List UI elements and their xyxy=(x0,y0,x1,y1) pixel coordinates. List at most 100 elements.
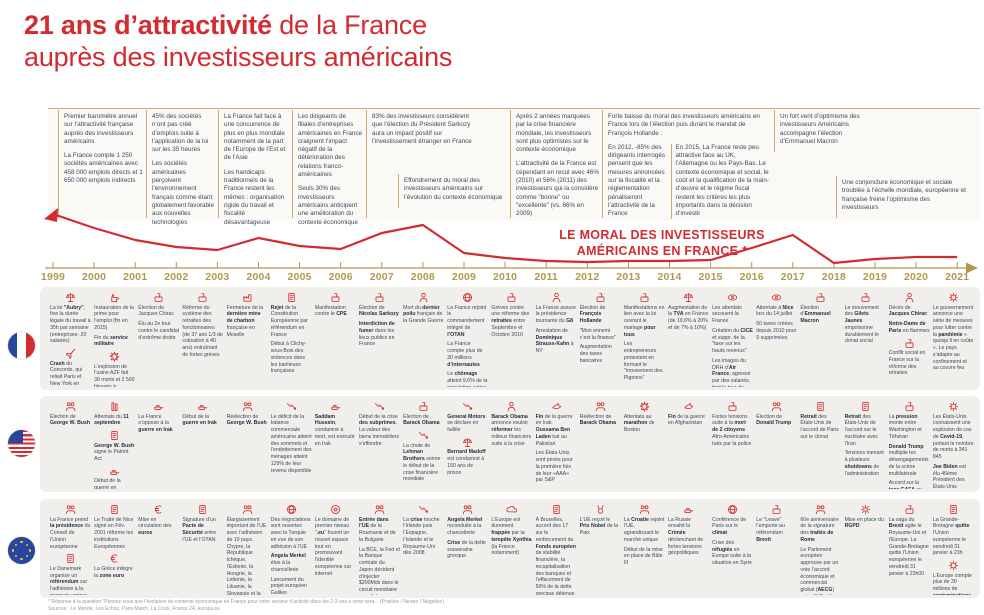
event-row2-col12: Fin de la guerre en Irak. Oussama Ben La… xyxy=(536,401,577,489)
event-item: Élection de Barack Obama xyxy=(403,401,444,427)
event-row1-col2: Instauration de la prime pour l’emploi (… xyxy=(94,292,135,387)
event-text: Manifestations en lien avec la loi ouvra… xyxy=(623,304,665,338)
annotation-a3: La France fait face à une concurrence de… xyxy=(218,110,292,226)
event-item: Conflit social en France sur la réforme … xyxy=(889,338,930,378)
people-icon xyxy=(639,505,650,515)
event-item: Les attentats secouent la France xyxy=(712,292,753,325)
event-row1-col17: Attentats à Nice lors du 14 juillet 50 ta… xyxy=(756,292,797,387)
event-item: Élection de George W. Bush xyxy=(50,401,91,427)
event-text: La Grande-Bretagne quitte l’Union europé… xyxy=(932,516,970,557)
explosion-icon xyxy=(639,401,650,412)
annotation-a6: Effondrement du moral des investisseurs … xyxy=(398,174,506,208)
annotation-paragraph: La France compte 1 250 sociétés américai… xyxy=(64,152,143,185)
event-text: Augmentation des taxes bancaires xyxy=(579,344,612,364)
event-item: Réélection de Barack Obama xyxy=(580,401,621,427)
event-item: Augmentation des taxes bancaires xyxy=(580,344,621,364)
event-text: La France s’oppose à la guerre en Irak xyxy=(138,413,173,434)
chart-icon xyxy=(419,431,429,439)
event-row3-col2: Le Traité de Nice signé en Fév. 2001 réf… xyxy=(94,504,135,595)
event-row3-col6: Des négociations sont ouvertes avec la T… xyxy=(271,504,312,595)
event-item: Le Traité de Nice signé en Fév. 2001 réf… xyxy=(94,504,135,550)
event-item: Crise de la dette souveraine grecque xyxy=(447,540,488,560)
event-row3-col14: La Croatie rejoint l’UE, agrandissant le… xyxy=(624,504,665,595)
event-item: Début à Clichy-sous-Bois des violences d… xyxy=(271,341,312,375)
event-text: George W. Bush signe le Patriot Act xyxy=(94,442,135,463)
event-text: Tensions menant à plusieurs shutdowns de… xyxy=(844,450,884,477)
event-text: L’Europe compte plus de 30 millions de c… xyxy=(932,572,972,596)
event-row1-col15: Augmentation de la TVA en France (de 19,… xyxy=(668,292,709,387)
event-text: La pression monte entre Washington et Té… xyxy=(888,413,922,440)
event-row1-col3: Élection de Jacques Chirac Élu au 2e tour… xyxy=(138,292,179,387)
event-item: Fortes tensions suite à la mort de 2 cit… xyxy=(712,401,753,447)
france-flag-icon xyxy=(8,332,35,359)
chart-title: LE MORAL DES INVESTISSEURS AMÉRICAINS EN… xyxy=(543,227,781,260)
peace-icon xyxy=(684,402,694,409)
explosion-icon xyxy=(109,351,120,362)
annotation-a1: Premier baromètre annuel sur l’attractiv… xyxy=(58,110,146,218)
event-row3-col17: Le "Leave" l’emporte au référendum Brexi… xyxy=(756,504,797,595)
axis-arrow-icon xyxy=(966,262,978,274)
event-text: Le déficit de la balance commerciale amé… xyxy=(270,413,312,474)
event-text: La Grèce intègre la zone euro xyxy=(94,565,133,579)
event-row3-col21: La Grande-Bretagne quitte l’Union europé… xyxy=(933,504,974,595)
year-label-1999: 1999 xyxy=(40,271,66,283)
event-text: Mort du dernier poilu français de la Gra… xyxy=(403,304,444,325)
event-text: Retrait des États-Unis de l’accord sur l… xyxy=(844,413,879,447)
event-text: La France compte plus de 30 millions d’i… xyxy=(447,341,483,368)
event-item: Mise en circulation des euros xyxy=(138,504,179,537)
virus-icon xyxy=(948,292,959,303)
event-row3-col4: Signature d’un Pacte de Sécurité entre l… xyxy=(182,504,223,595)
annotation-column: En 2015, La France reste peu attractive … xyxy=(670,143,769,219)
event-text: Le domaine de premier niveau ".eu" fourn… xyxy=(314,516,352,577)
event-text: 50 taxes créées depuis 2010 pour 9 suppr… xyxy=(756,321,797,341)
event-item: La BCE, la Fed et la Banque centrale du … xyxy=(359,547,400,596)
virus-icon xyxy=(948,560,959,571)
event-text: La crise touche l’Irlande puis l’Espagne… xyxy=(403,516,440,557)
people-icon xyxy=(242,402,252,412)
event-item: Le chômage atteint 9,6% de la population… xyxy=(447,371,488,387)
event-item: Le gouvernement annonce une série de mes… xyxy=(933,292,974,372)
event-row1-col5: Fermeture de la dernière mine de charbon… xyxy=(227,292,268,387)
event-item: Grèves contre une réforme des retraites … xyxy=(491,292,532,338)
event-text: Retrait des États-Unis de l’accord de Pa… xyxy=(800,413,839,440)
event-row3-col7: Le domaine de premier niveau ".eu" fourn… xyxy=(315,504,356,595)
event-row1-col13: Élection de François Hollande "Mon ennemi… xyxy=(580,292,621,387)
event-item: Conférence de Paris sur le climat xyxy=(712,504,753,537)
ballot-icon xyxy=(640,293,649,302)
event-text: Les États-Unis connaissent une explosion… xyxy=(932,413,974,461)
event-item: Début de la crise des subprimes. La vale… xyxy=(359,401,400,447)
event-text: Signature d’un Pacte de Sécurité entre l… xyxy=(182,516,217,543)
event-row2-col18: Retrait des États-Unis de l’accord de Pa… xyxy=(800,401,841,489)
event-item: Attentats au marathon de Boston xyxy=(624,401,665,434)
event-row1-col10: La France rejoint le commandement intégr… xyxy=(447,292,488,387)
eu-flag-icon xyxy=(8,537,35,564)
event-text: La France prend la présidence du Conseil… xyxy=(50,516,91,550)
annotation-heading: Forte baisse du moral des investisseurs … xyxy=(608,113,760,137)
ballot-icon xyxy=(861,293,870,302)
annotation-paragraph: 83% des investisseurs considèrent que l’… xyxy=(372,113,472,145)
event-row2-col17: Élection de Donald Trump xyxy=(756,401,797,489)
event-item: Manifestations en lien avec la loi ouvra… xyxy=(624,292,665,338)
event-item: Élection de François Hollande xyxy=(580,292,621,325)
event-item: Joe Biden est élu 46ème Président des Ét… xyxy=(933,464,974,489)
event-row1-col1: La loi "Aubry", fixe la durée légale du … xyxy=(50,292,91,387)
timeline-row-eu: La France prend la présidence du Conseil… xyxy=(40,499,980,598)
event-item: Des négociations sont ouvertes avec la T… xyxy=(271,504,312,550)
event-text: Notre-Dame de Paris en flammes xyxy=(888,321,930,334)
page-title-line2: auprès des investisseurs américains xyxy=(24,41,453,72)
event-item: La loi "Aubry", fixe la durée légale du … xyxy=(50,292,91,345)
event-text: Le Danemark organise un référendum sur l… xyxy=(50,565,88,595)
chart-icon xyxy=(286,402,296,410)
event-item: Les images du DRH d’Air France, agressé … xyxy=(712,358,753,387)
event-row3-col15: La Russie envahit la Crimée déclenchant … xyxy=(668,504,709,595)
event-item: George W. Bush signe le Patriot Act xyxy=(94,430,135,463)
annotation-a7: Après 2 années marquées par la crise fin… xyxy=(510,110,602,218)
event-row3-col3: Mise en circulation des euros xyxy=(138,504,179,595)
event-item: Entrée dans l’UE de la Roumanie et de la… xyxy=(359,504,400,544)
event-item: Réélection de George W. Bush xyxy=(227,401,268,427)
people-icon xyxy=(595,402,606,412)
event-text: Fin du service militaire xyxy=(94,334,128,348)
event-text: Attentats du 11 septembre xyxy=(94,413,129,427)
event-row1-col18: Élection d’Emmanuel Macron xyxy=(800,292,841,387)
line-start-arrow-icon xyxy=(44,208,58,222)
